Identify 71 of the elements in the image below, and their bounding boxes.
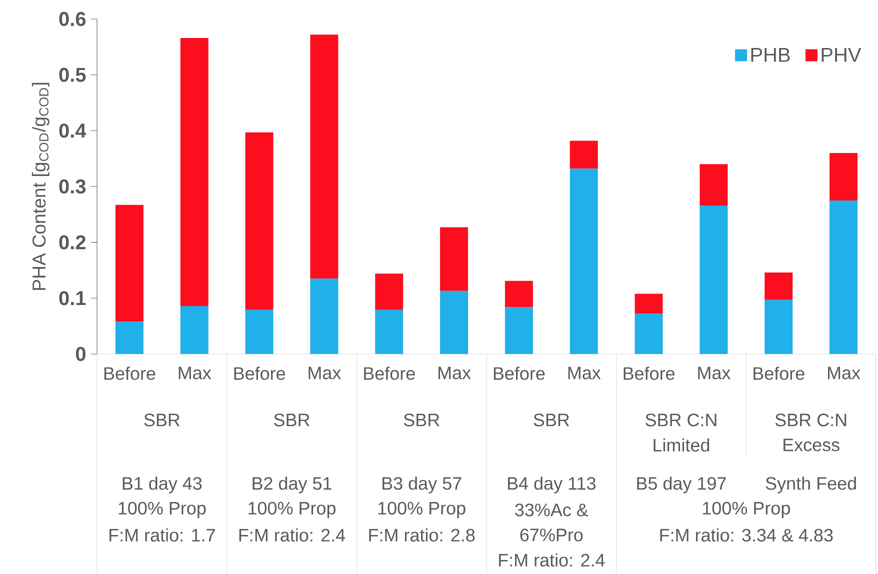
text: Synth Feed bbox=[766, 476, 856, 494]
x-tick-label: Max bbox=[828, 366, 860, 380]
x-tick-label: Max bbox=[568, 366, 601, 380]
text: F:M ratio: 3.34 & 4.83 bbox=[660, 528, 833, 542]
text: SBR C:N bbox=[775, 413, 846, 426]
x-tick-label: Before bbox=[364, 366, 415, 380]
bar bbox=[504, 306, 533, 354]
bar bbox=[830, 200, 858, 354]
y-tick-label: 0.2 bbox=[59, 235, 86, 250]
text: SBR bbox=[404, 413, 440, 426]
bar bbox=[504, 280, 533, 307]
bar bbox=[634, 314, 663, 354]
text: B1 day 43 bbox=[122, 476, 202, 494]
x-tick-label: Before bbox=[494, 366, 545, 380]
bar bbox=[570, 168, 598, 354]
x-tick-label: Before bbox=[234, 366, 286, 380]
bar bbox=[440, 290, 468, 354]
text: SBR C:N bbox=[646, 413, 716, 426]
text: Excess bbox=[784, 438, 840, 452]
y-tick-label: 0 bbox=[76, 346, 86, 361]
text: 33%Ac & bbox=[515, 503, 588, 516]
text: SBR bbox=[144, 413, 180, 426]
text: SBR bbox=[274, 413, 310, 426]
legend-label: PHB bbox=[751, 48, 790, 62]
y-axis-title: PHA Content [g$_{COD}$/g$_{COD}$] bbox=[32, 82, 50, 290]
x-tick-label: Before bbox=[624, 366, 675, 380]
text: 100% Prop bbox=[703, 502, 790, 518]
text: B5 day 197 bbox=[637, 476, 726, 494]
text: 100% Prop bbox=[378, 502, 466, 518]
text: B2 day 51 bbox=[252, 476, 332, 494]
y-tick-label: 0.3 bbox=[59, 179, 86, 194]
bar bbox=[570, 140, 598, 168]
bar bbox=[310, 278, 338, 354]
bar bbox=[375, 310, 404, 354]
x-tick-label: Max bbox=[308, 366, 342, 380]
legend-label: PHV bbox=[822, 48, 862, 62]
text: F:M ratio: 2.8 bbox=[369, 528, 475, 542]
x-tick-label: Max bbox=[178, 366, 212, 380]
text: 100% Prop bbox=[118, 502, 206, 518]
bar bbox=[440, 227, 468, 291]
bar bbox=[180, 306, 208, 354]
y-tick-label: 0.5 bbox=[59, 68, 86, 82]
text: B3 day 57 bbox=[382, 476, 462, 494]
text: Limited bbox=[654, 438, 710, 452]
bar bbox=[180, 38, 208, 306]
bar bbox=[375, 273, 404, 310]
bar bbox=[764, 300, 793, 354]
text: F:M ratio: 1.7 bbox=[110, 528, 215, 542]
text: F:M ratio: 2.4 bbox=[499, 553, 605, 566]
bar bbox=[115, 321, 144, 354]
bar bbox=[310, 34, 338, 278]
y-tick-label: 0.1 bbox=[59, 290, 86, 306]
text: F:M ratio: 2.4 bbox=[239, 528, 346, 542]
bar bbox=[700, 164, 728, 206]
text: B4 day 113 bbox=[508, 476, 596, 494]
bar bbox=[634, 294, 663, 314]
bar bbox=[764, 272, 793, 300]
bar bbox=[245, 310, 274, 354]
x-tick-label: Before bbox=[754, 366, 804, 380]
text: 100% Prop bbox=[248, 502, 336, 518]
text: SBR bbox=[534, 413, 570, 426]
x-tick-label: Max bbox=[698, 366, 731, 380]
x-tick-label: Max bbox=[438, 366, 471, 380]
bar bbox=[245, 132, 274, 310]
bar bbox=[700, 205, 728, 354]
x-tick-label: Before bbox=[104, 366, 156, 380]
text: 67%Pro bbox=[520, 528, 583, 542]
y-tick-label: 0.4 bbox=[59, 123, 86, 138]
y-tick-label: 0.6 bbox=[59, 12, 86, 26]
bar bbox=[115, 204, 144, 322]
bar bbox=[830, 152, 858, 200]
